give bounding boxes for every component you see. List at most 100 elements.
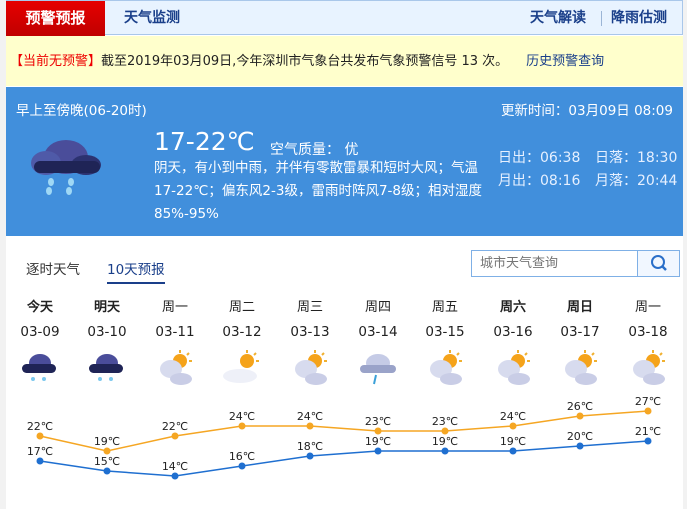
day-name: 周日 [566,300,593,315]
low-temp-label: 19℃ [432,435,458,448]
high-temp-label: 23℃ [365,415,391,428]
city-search [471,250,680,277]
low-temp-label: 16℃ [229,450,255,463]
partly-cloudy-icon [430,350,462,385]
low-temp-point [441,447,449,455]
sunny-cloud-icon [223,350,259,383]
day-date: 03-11 [155,324,195,340]
high-temp-point [374,427,382,435]
high-temp-line [39,410,649,452]
current-weather-panel: 早上至傍晚(06-20时) 更新时间：03月09日 08:09 17-22℃ 空… [6,87,683,236]
partly-cloudy-icon [498,350,530,385]
day-date: 03-12 [222,324,262,340]
tab-warning-forecast[interactable]: 预警预报 [6,1,105,36]
day-date: 03-18 [628,324,668,340]
day-name: 周五 [431,300,458,315]
low-temp-label: 20℃ [567,430,593,443]
low-temp-label: 19℃ [500,435,526,448]
high-temp-label: 23℃ [432,415,458,428]
low-temp-point [374,447,382,455]
low-temp-point [103,467,111,475]
search-icon [651,255,667,271]
low-temp-label: 19℃ [365,435,391,448]
rain-icon [22,354,56,381]
low-temp-label: 18℃ [297,440,323,453]
high-temp-point [441,427,449,435]
day-name: 周三 [296,300,323,315]
tab-10-day[interactable]: 10天预报 [107,258,165,284]
day-date: 03-17 [560,324,600,340]
high-temp-point [36,432,44,440]
high-temp-label: 24℃ [500,410,526,423]
moonrise: 月出：08:16 [498,173,581,189]
day-date: 03-13 [290,324,330,340]
day-name: 今天 [26,300,53,315]
high-temp-label: 19℃ [94,435,120,448]
temperature-chart: 22℃ 19℃ 22℃ 24℃ 24℃ 23℃ 23℃ 24℃ 26℃ 27℃ 17℃ 15℃ 14℃ 1… [27,395,661,480]
high-temp-point [644,407,652,415]
tab-weather-interpret[interactable]: 天气解读 [530,10,586,26]
high-temp-label: 22℃ [27,420,53,433]
rain-cloud-icon [31,140,101,195]
low-temp-label: 14℃ [162,460,188,473]
high-temp-point [306,422,314,430]
air-quality: 空气质量： 优 [270,142,359,158]
low-temp-label: 17℃ [27,445,53,458]
search-button[interactable] [637,251,679,276]
weather-description: 阴天，有小到中雨，并伴有零散雷暴和短时大风；气温17-22℃；偏东风2-3级，雷… [154,160,482,222]
day-date: 03-14 [358,324,398,340]
high-temp-label: 24℃ [297,410,323,423]
day-name: 周四 [364,300,391,315]
page: 预警预报 天气监测 天气解读 降雨估测 【当前无预警】截至2019年03月09日… [6,0,683,509]
update-time: 更新时间：03月09日 08:09 [500,103,673,119]
high-temp-point [103,447,111,455]
period-label: 早上至傍晚(06-20时) [16,103,147,119]
divider [601,11,602,26]
day-name: 周一 [161,300,188,315]
low-temp-point [36,457,44,465]
high-temp-point [509,422,517,430]
partly-cloudy-icon [565,350,597,385]
day-name: 周六 [499,300,526,315]
warning-status: 【当前无预警】 [10,54,102,69]
low-temp-point [576,442,584,450]
high-temp-label: 22℃ [162,420,188,433]
low-temp-point [644,437,652,445]
warning-text: 截至2019年03月09日,今年深圳市气象台共发布气象预警信号 13 次。 [101,54,509,69]
partly-cloudy-icon [160,350,192,385]
low-temp-label: 21℃ [635,425,661,438]
sunset: 日落：18:30 [595,150,678,166]
high-temp-point [576,412,584,420]
tab-weather-monitor[interactable]: 天气监测 [124,10,180,26]
high-temp-point [171,432,179,440]
day-date: 03-16 [493,324,533,340]
day-date: 03-15 [425,324,465,340]
low-temp-point [238,462,246,470]
low-temp-point [509,447,517,455]
day-name: 周一 [634,300,661,315]
warning-bar: 【当前无预警】截至2019年03月09日,今年深圳市气象台共发布气象预警信号 1… [6,36,683,86]
tab-rain-estimate[interactable]: 降雨估测 [611,10,667,26]
partly-cloudy-icon [295,350,327,385]
tab-hourly[interactable]: 逐时天气 [26,262,80,278]
partly-cloudy-icon [633,350,665,385]
light-rain-icon [360,354,396,385]
low-temp-label: 15℃ [94,455,120,468]
high-temp-label: 26℃ [567,400,593,413]
high-temp-point [238,422,246,430]
sunrise: 日出：06:38 [498,150,581,166]
day-name: 周二 [228,300,255,315]
high-temp-label: 24℃ [229,410,255,423]
top-nav: 预警预报 天气监测 天气解读 降雨估测 [6,0,683,36]
day-name: 明天 [93,300,120,315]
rain-icon [89,354,123,381]
temperature-range: 17-22℃ [154,127,255,156]
day-date: 03-09 [20,324,60,340]
high-temp-label: 27℃ [635,395,661,408]
low-temp-line [39,440,649,477]
search-input[interactable] [472,251,638,276]
low-temp-point [306,452,314,460]
low-temp-point [171,472,179,480]
moonset: 月落：20:44 [595,173,678,189]
history-warning-link[interactable]: 历史预警查询 [526,54,605,69]
